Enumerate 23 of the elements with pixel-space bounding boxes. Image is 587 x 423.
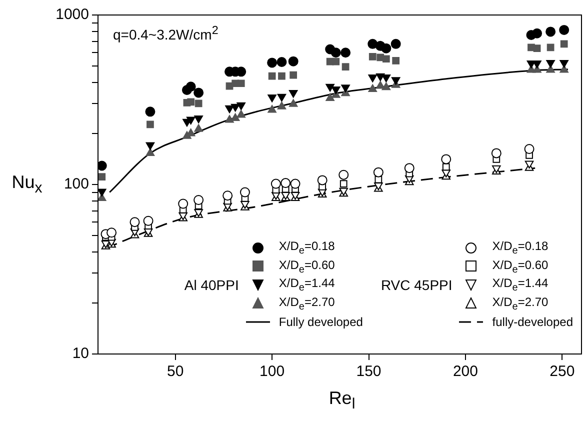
legend-label: fully-developed: [492, 314, 573, 329]
x-tick-label: 50: [167, 363, 184, 380]
legend-label: Fully developed: [278, 314, 363, 329]
legend-label: X/D$_{e}$=0.18: [492, 239, 548, 256]
legend-label: X/D$_{e}$=0.60: [278, 258, 335, 275]
legend-label: X/D$_{e}$=2.70: [492, 294, 548, 312]
y-tick-label: 1000: [56, 6, 89, 24]
annotation: Al 40PPI: [184, 276, 239, 293]
x-tick-label: 200: [452, 363, 478, 380]
legend-label: X/D$_{e}$=1.44: [278, 276, 335, 294]
annotation: RVC 45PPI: [380, 276, 452, 293]
y-tick-label: 10: [72, 345, 89, 362]
legend-label: X/D$_{e}$=0.18: [278, 239, 335, 256]
legend-label: X/D$_{e}$=2.70: [278, 294, 335, 312]
y-axis-title: Nu$_{x}$: [10, 172, 44, 197]
annotation: q=0.4~3.2W/cm$^{2}$: [113, 24, 218, 43]
legend-label: X/D$_{e}$=0.60: [492, 258, 548, 275]
x-tick-label: 150: [356, 363, 382, 380]
legend-label: X/D$_{e}$=1.44: [492, 276, 548, 294]
y-tick-label: 100: [64, 176, 89, 193]
x-axis-title: Re$_{l}$: [328, 388, 356, 413]
x-tick-label: 250: [550, 363, 575, 380]
x-tick-label: 100: [260, 363, 285, 380]
